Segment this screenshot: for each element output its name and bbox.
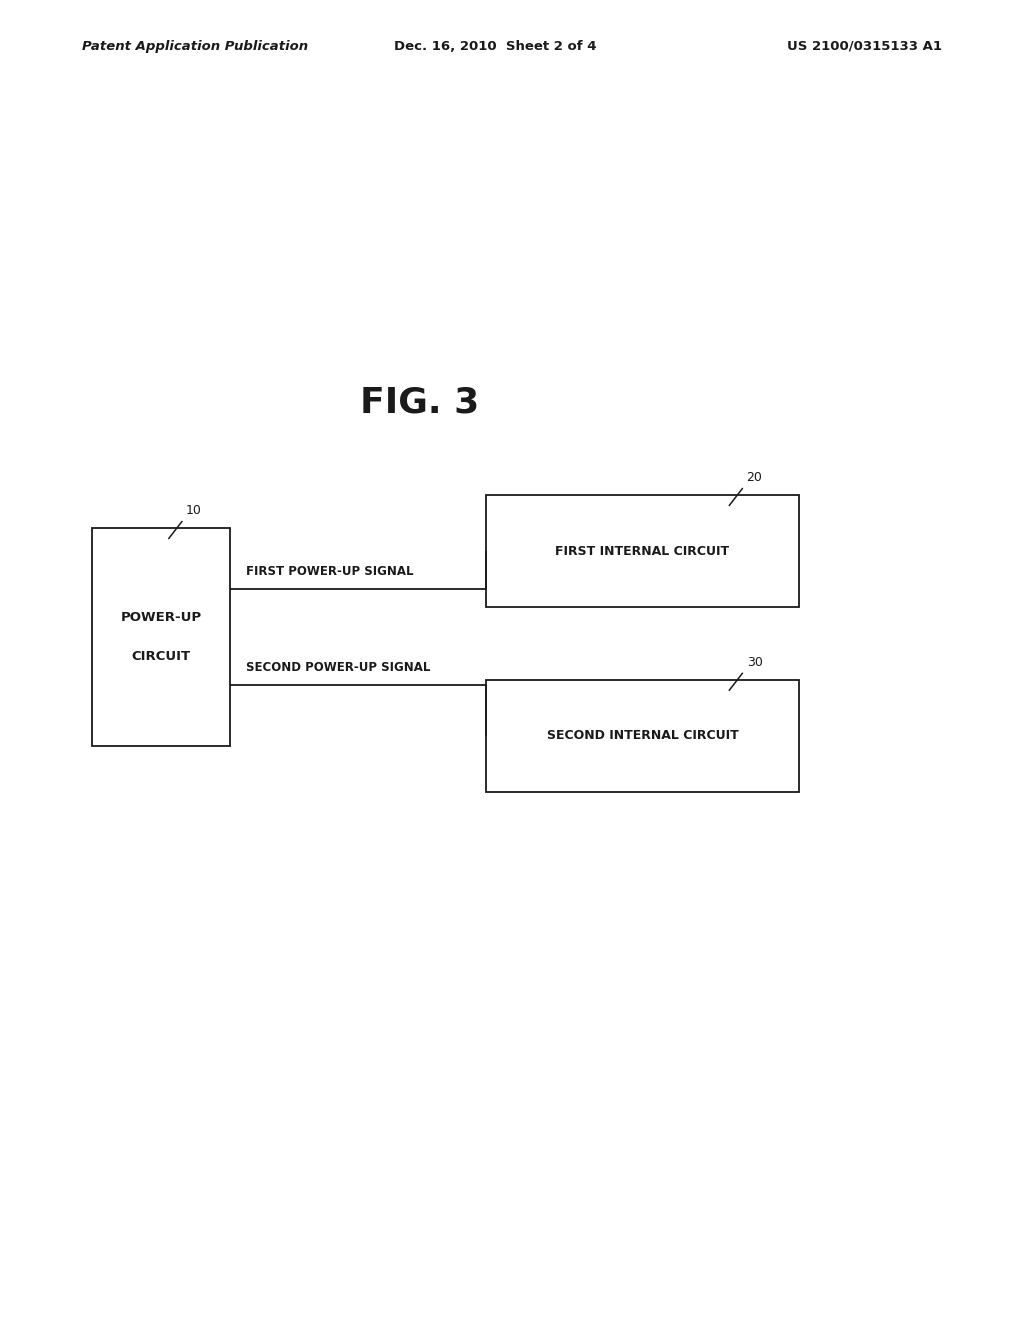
Text: FIRST INTERNAL CIRCUIT: FIRST INTERNAL CIRCUIT	[555, 545, 730, 557]
Bar	[486, 680, 799, 792]
Text: Patent Application Publication: Patent Application Publication	[82, 40, 308, 53]
Text: FIG. 3: FIG. 3	[360, 385, 479, 420]
Text: 30: 30	[746, 656, 763, 669]
Text: 20: 20	[746, 471, 763, 484]
Bar	[486, 495, 799, 607]
Text: FIRST POWER-UP SIGNAL: FIRST POWER-UP SIGNAL	[246, 565, 414, 578]
Text: SECOND INTERNAL CIRCUIT: SECOND INTERNAL CIRCUIT	[547, 730, 738, 742]
Text: CIRCUIT: CIRCUIT	[132, 651, 190, 663]
Text: POWER-UP: POWER-UP	[121, 611, 202, 623]
Bar	[92, 528, 230, 746]
Text: US 2100/0315133 A1: US 2100/0315133 A1	[787, 40, 942, 53]
Text: SECOND POWER-UP SIGNAL: SECOND POWER-UP SIGNAL	[246, 661, 430, 675]
Text: Dec. 16, 2010  Sheet 2 of 4: Dec. 16, 2010 Sheet 2 of 4	[394, 40, 597, 53]
Text: 10: 10	[186, 504, 202, 517]
